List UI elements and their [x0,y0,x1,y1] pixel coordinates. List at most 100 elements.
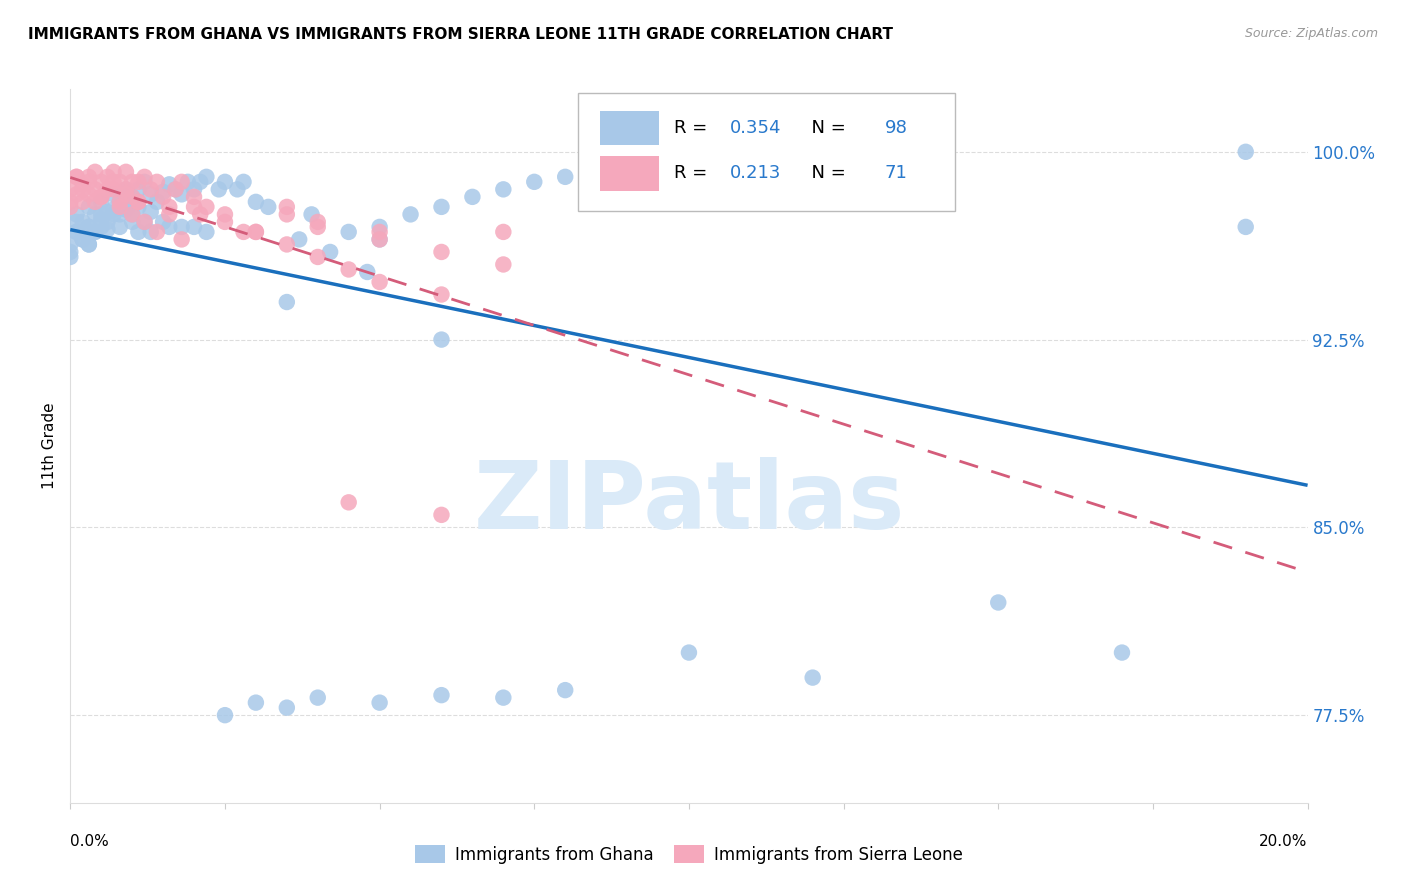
Point [134,215,156,229]
Point [276,237,298,252]
Text: R =: R = [673,164,713,182]
Point [195,225,218,239]
Point [276,207,298,221]
Point [108,219,131,234]
Point [492,257,515,271]
Point [108,207,131,221]
Point [337,495,360,509]
Point [430,508,453,522]
Point [183,219,205,234]
Point [152,215,174,229]
Point [90,190,112,204]
Point [59,194,82,209]
Point [77,219,100,234]
Point [245,225,267,239]
Point [121,190,143,204]
Point [127,225,149,239]
Point [368,232,391,246]
Point [59,237,82,252]
Point [146,175,169,189]
Point [170,187,193,202]
Text: 0.0%: 0.0% [70,834,110,849]
Point [188,175,211,189]
Point [108,200,131,214]
Point [90,175,112,189]
Point [65,169,87,184]
Text: IMMIGRANTS FROM GHANA VS IMMIGRANTS FROM SIERRA LEONE 11TH GRADE CORRELATION CHA: IMMIGRANTS FROM GHANA VS IMMIGRANTS FROM… [28,27,893,42]
Point [183,190,205,204]
Point [208,182,231,196]
Point [77,187,100,202]
Point [276,700,298,714]
Point [127,200,149,214]
Point [72,194,94,209]
Point [368,696,391,710]
Point [90,190,112,204]
Point [152,185,174,199]
Point [65,187,87,202]
Point [245,194,267,209]
Point [1111,646,1133,660]
Point [987,595,1010,609]
Point [127,175,149,189]
Point [103,165,125,179]
Text: 0.354: 0.354 [730,119,782,136]
Text: 71: 71 [884,164,907,182]
Point [127,194,149,209]
Point [72,182,94,196]
Point [492,225,515,239]
Point [65,169,87,184]
Point [461,190,484,204]
Point [84,194,107,209]
Point [1234,145,1257,159]
Text: 0.213: 0.213 [730,164,782,182]
Text: 98: 98 [884,119,907,136]
Point [276,200,298,214]
Point [307,690,329,705]
Point [430,688,453,702]
FancyBboxPatch shape [600,111,659,145]
Point [165,182,187,196]
Point [84,225,107,239]
Point [65,225,87,239]
Point [59,250,82,264]
Point [276,295,298,310]
Point [430,200,453,214]
Point [77,200,100,214]
Point [146,194,169,209]
Point [554,169,576,184]
Point [77,219,100,234]
Point [492,182,515,196]
Point [307,215,329,229]
Point [96,222,118,236]
Point [616,182,638,196]
Point [257,200,280,214]
Point [245,696,267,710]
Point [245,225,267,239]
Point [121,207,143,221]
Point [59,244,82,259]
Point [65,225,87,239]
Y-axis label: 11th Grade: 11th Grade [42,402,58,490]
Point [103,175,125,189]
Point [430,287,453,301]
Point [307,250,329,264]
Point [183,182,205,196]
Point [72,215,94,229]
Point [301,207,323,221]
Point [103,202,125,217]
Point [170,175,193,189]
Point [115,182,138,196]
Point [103,187,125,202]
Point [170,232,193,246]
Point [165,182,187,196]
Point [214,215,236,229]
Point [103,182,125,196]
Point [146,225,169,239]
Point [127,194,149,209]
Point [368,219,391,234]
Point [65,215,87,229]
Point [288,232,311,246]
Point [134,169,156,184]
Point [59,200,82,214]
